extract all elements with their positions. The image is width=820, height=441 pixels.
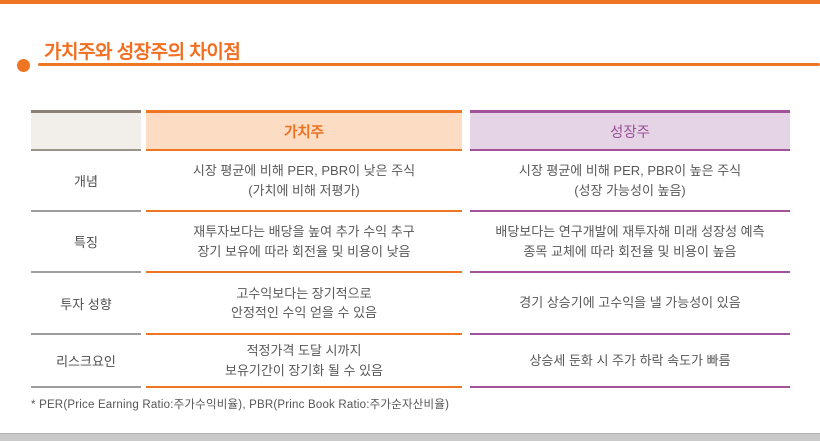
bottom-gray-bar: [0, 433, 820, 441]
growth-stock-risk-factor-cell: 상승세 둔화 시 주가 하락 속도가 빠름: [470, 335, 790, 388]
table-corner-cell: [31, 110, 141, 151]
row-label-risk-factor: 리스크요인: [31, 335, 141, 388]
value-stock-features-cell: 재투자보다는 배당을 높여 추가 수익 추구 장기 보유에 따라 회전율 및 비…: [146, 212, 462, 273]
row-label-features: 특징: [31, 212, 141, 273]
growth-stock-investment-style-cell: 경기 상승기에 고수익을 낼 가능성이 있음: [470, 273, 790, 335]
table-row: 특징 재투자보다는 배당을 높여 추가 수익 추구 장기 보유에 따라 회전율 …: [31, 212, 790, 273]
title-divider-line: [38, 63, 820, 66]
column-header-value-stock: 가치주: [146, 110, 462, 151]
per-pbr-footnote: * PER(Price Earning Ratio:주가수익비율), PBR(P…: [31, 399, 450, 411]
growth-stock-features-cell: 배당보다는 연구개발에 재투자해 미래 성장성 예측 종목 교체에 따라 회전율…: [470, 212, 790, 273]
bullet-icon: [17, 59, 30, 72]
growth-stock-concept-cell: 시장 평균에 비해 PER, PBR이 높은 주식 (성장 가능성이 높음): [470, 151, 790, 212]
comparison-table: 가치주 성장주 개념 시장 평균에 비해 PER, PBR이 낮은 주식 (가치…: [31, 110, 790, 388]
row-label-investment-style: 투자 성향: [31, 273, 141, 335]
page-title: 가치주와 성장주의 차이점: [44, 41, 241, 63]
table-row: 개념 시장 평균에 비해 PER, PBR이 낮은 주식 (가치에 비해 저평가…: [31, 151, 790, 212]
top-accent-bar: [0, 0, 820, 4]
table-row: 투자 성향 고수익보다는 장기적으로 안정적인 수익 얻을 수 있음 경기 상승…: [31, 273, 790, 335]
value-stock-investment-style-cell: 고수익보다는 장기적으로 안정적인 수익 얻을 수 있음: [146, 273, 462, 335]
value-stock-concept-cell: 시장 평균에 비해 PER, PBR이 낮은 주식 (가치에 비해 저평가): [146, 151, 462, 212]
table-row: 리스크요인 적정가격 도달 시까지 보유기간이 장기화 될 수 있음 상승세 둔…: [31, 335, 790, 388]
column-header-growth-stock: 성장주: [470, 110, 790, 151]
table-header-row: 가치주 성장주: [31, 110, 790, 151]
row-label-concept: 개념: [31, 151, 141, 212]
value-stock-risk-factor-cell: 적정가격 도달 시까지 보유기간이 장기화 될 수 있음: [146, 335, 462, 388]
